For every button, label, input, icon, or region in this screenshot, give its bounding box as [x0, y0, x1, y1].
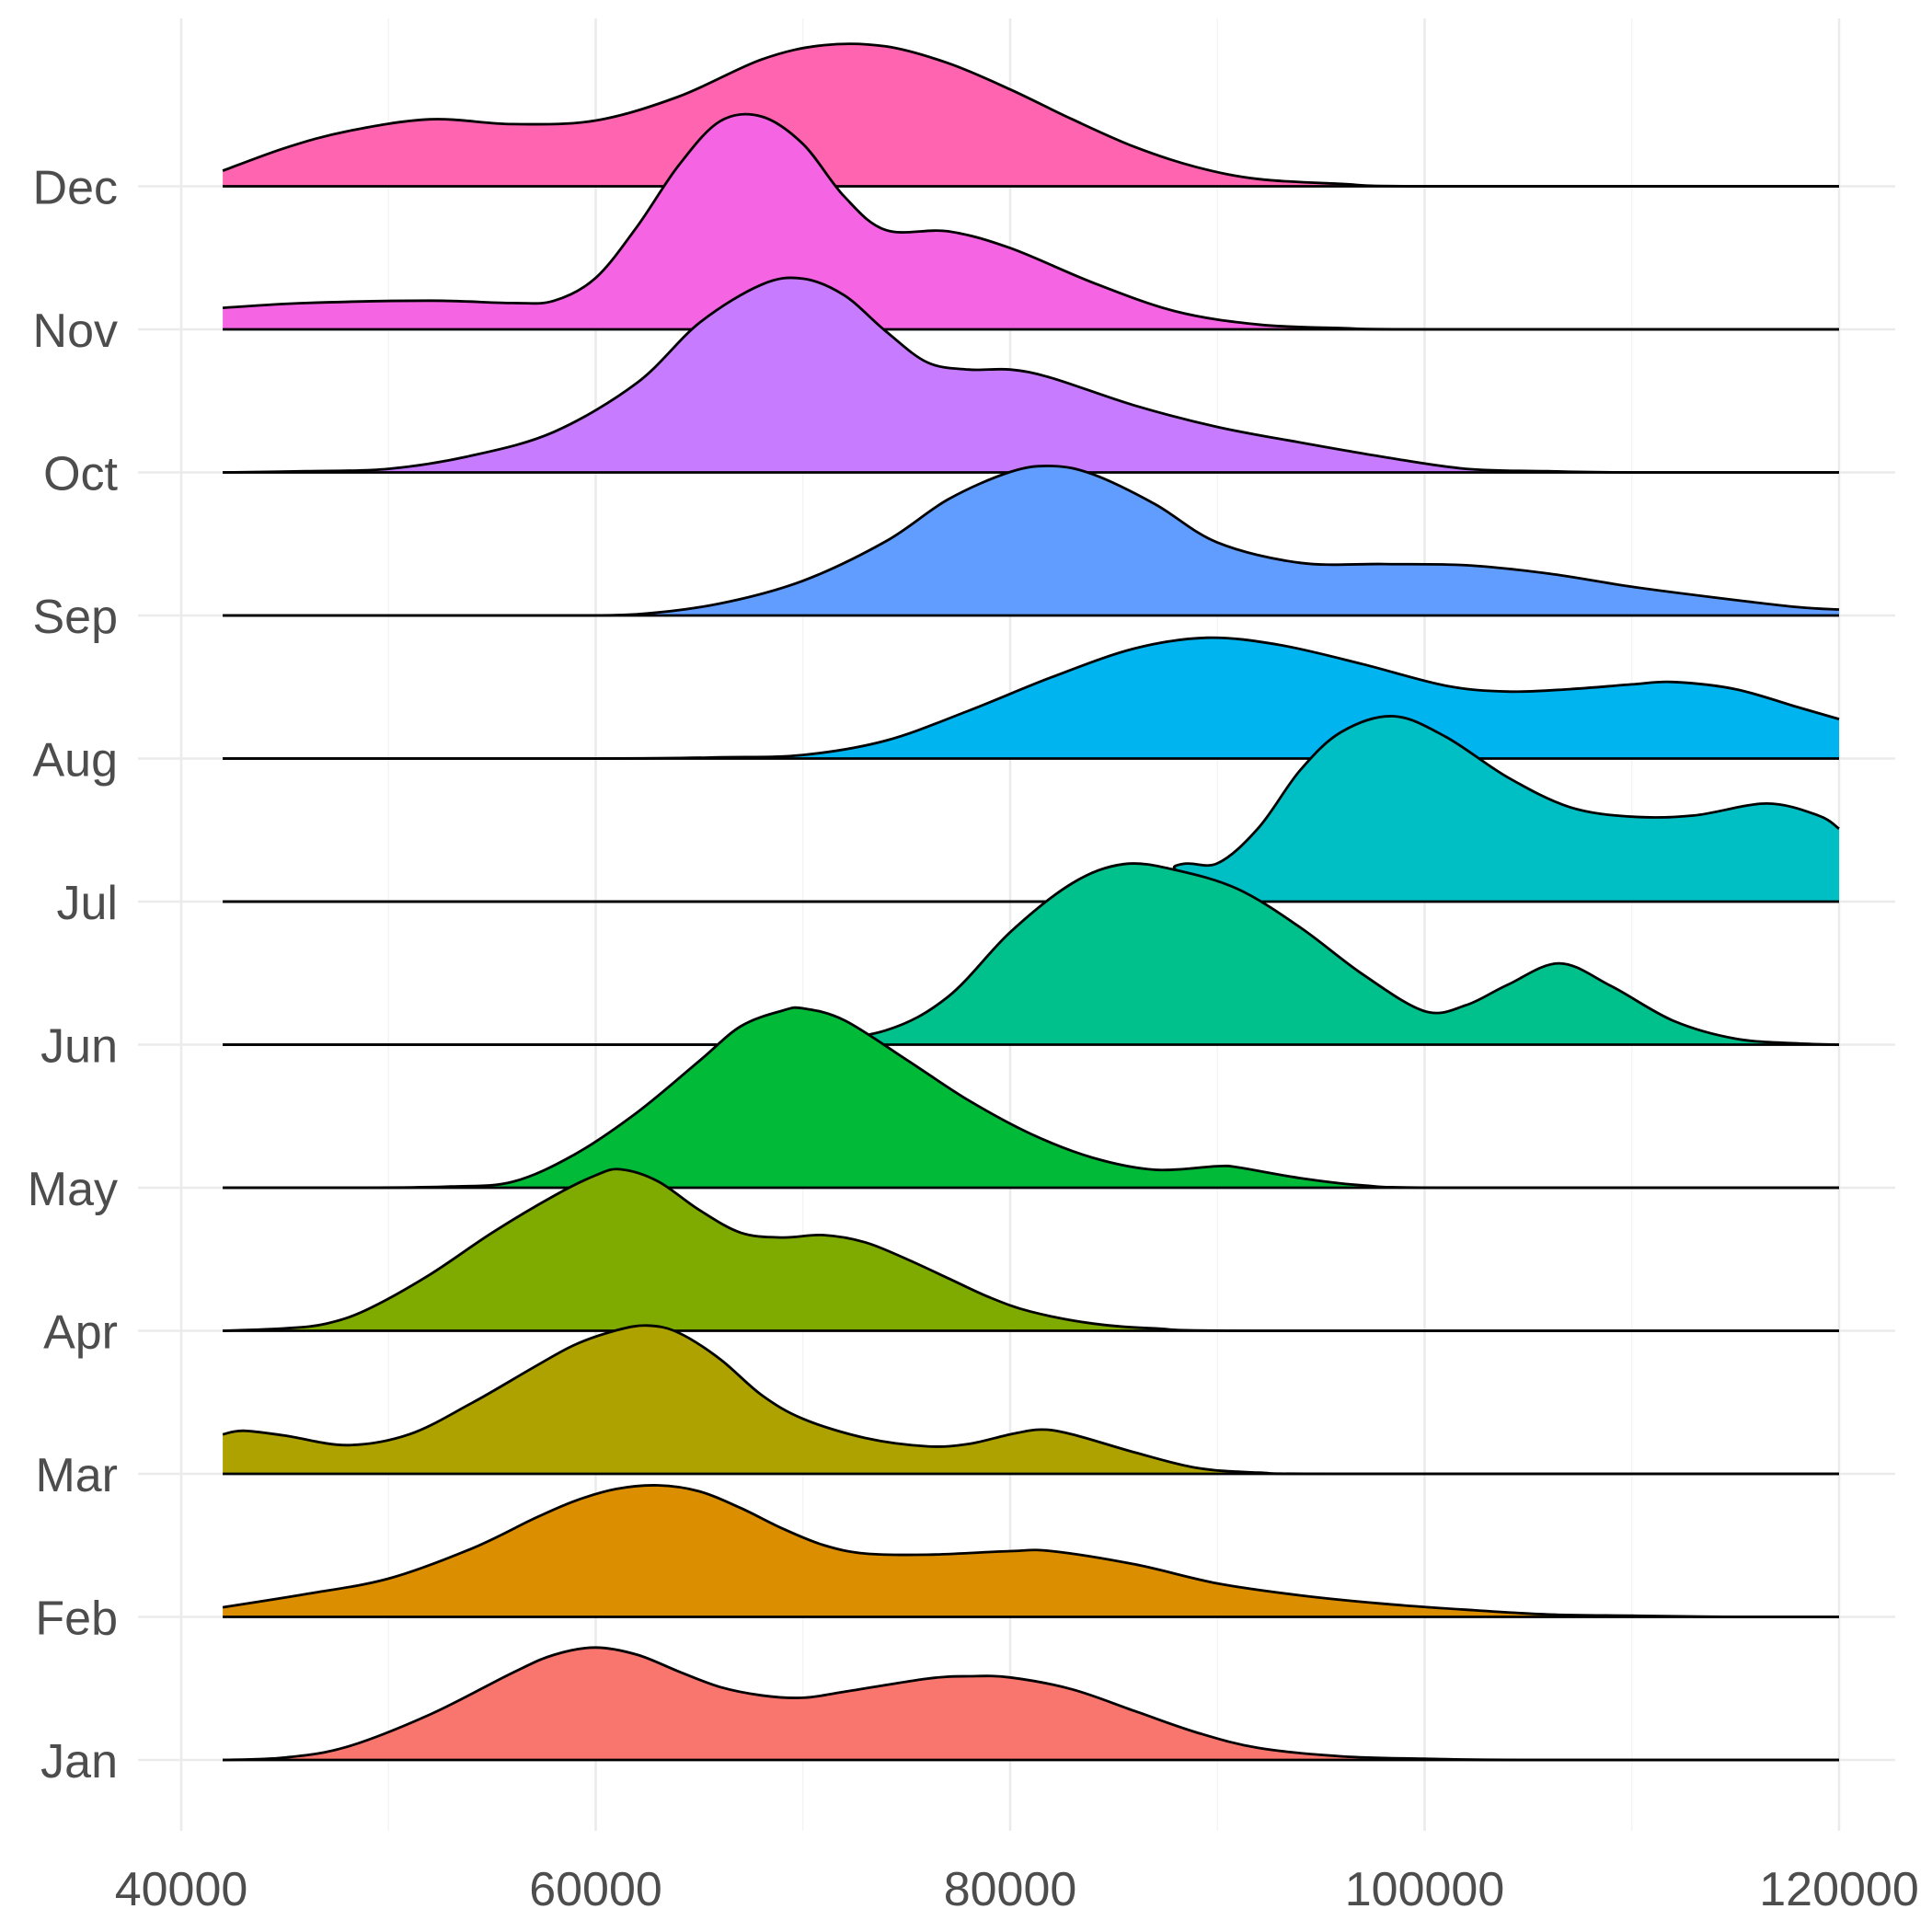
- y-tick-label: Nov: [33, 305, 118, 358]
- ridge-fill: [223, 1007, 1840, 1188]
- ridge-sep: [223, 465, 1840, 617]
- ridge-feb: [222, 1484, 1840, 1618]
- ridge-fill: [223, 277, 1840, 473]
- ridge-fill: [223, 466, 1840, 615]
- y-tick-label: Sep: [32, 591, 118, 644]
- y-tick-label: Aug: [32, 734, 118, 788]
- x-tick-label: 40000: [115, 1863, 248, 1916]
- y-tick-label: Apr: [43, 1306, 118, 1360]
- ridges: [222, 42, 1840, 1762]
- ridge-outline: [223, 1006, 1839, 1190]
- x-tick-label: 100000: [1345, 1863, 1505, 1916]
- ridge-fill: [223, 43, 1840, 187]
- ridge-nov: [223, 112, 1840, 331]
- ridge-outline: [222, 1324, 1839, 1476]
- ridge-outline: [222, 42, 1839, 188]
- ridge-fill: [223, 1647, 1840, 1760]
- x-axis-labels: 40000 60000 80000 100000 120000: [115, 1863, 1919, 1916]
- y-tick-label: Mar: [35, 1449, 118, 1502]
- ridge-outline: [222, 1484, 1839, 1618]
- ridge-fill: [223, 716, 1840, 902]
- ridge-dec: [222, 42, 1840, 188]
- x-tick-label: 60000: [529, 1863, 662, 1916]
- ridge-aug: [223, 636, 1840, 760]
- ridge-mar: [222, 1324, 1840, 1476]
- ridge-fill: [223, 638, 1840, 759]
- ridge-may: [223, 1006, 1840, 1190]
- y-tick-label: Jan: [40, 1735, 118, 1788]
- ridge-fill: [223, 863, 1840, 1045]
- y-axis-labels: Jan Feb Mar Apr May Jun Jul Aug Sep Oct Nov Dec: [28, 162, 119, 1789]
- ridge-jan: [223, 1646, 1840, 1762]
- ridge-outline: [223, 1167, 1839, 1332]
- ridge-apr: [223, 1167, 1840, 1332]
- ridge-outline: [223, 276, 1839, 474]
- y-tick-label: Jul: [57, 877, 118, 930]
- ridge-outline: [223, 465, 1840, 617]
- y-tick-label: Oct: [43, 448, 118, 501]
- y-tick-label: Dec: [33, 162, 118, 215]
- ridge-fill: [223, 1325, 1840, 1474]
- x-tick-label: 80000: [944, 1863, 1077, 1916]
- ridge-fill: [223, 114, 1840, 329]
- x-tick-label: 120000: [1759, 1863, 1919, 1916]
- ridge-fill: [223, 1168, 1840, 1331]
- y-tick-label: Jun: [40, 1020, 118, 1074]
- ridge-outline: [223, 1646, 1839, 1762]
- y-tick-label: May: [28, 1163, 118, 1216]
- y-tick-label: Feb: [35, 1593, 118, 1646]
